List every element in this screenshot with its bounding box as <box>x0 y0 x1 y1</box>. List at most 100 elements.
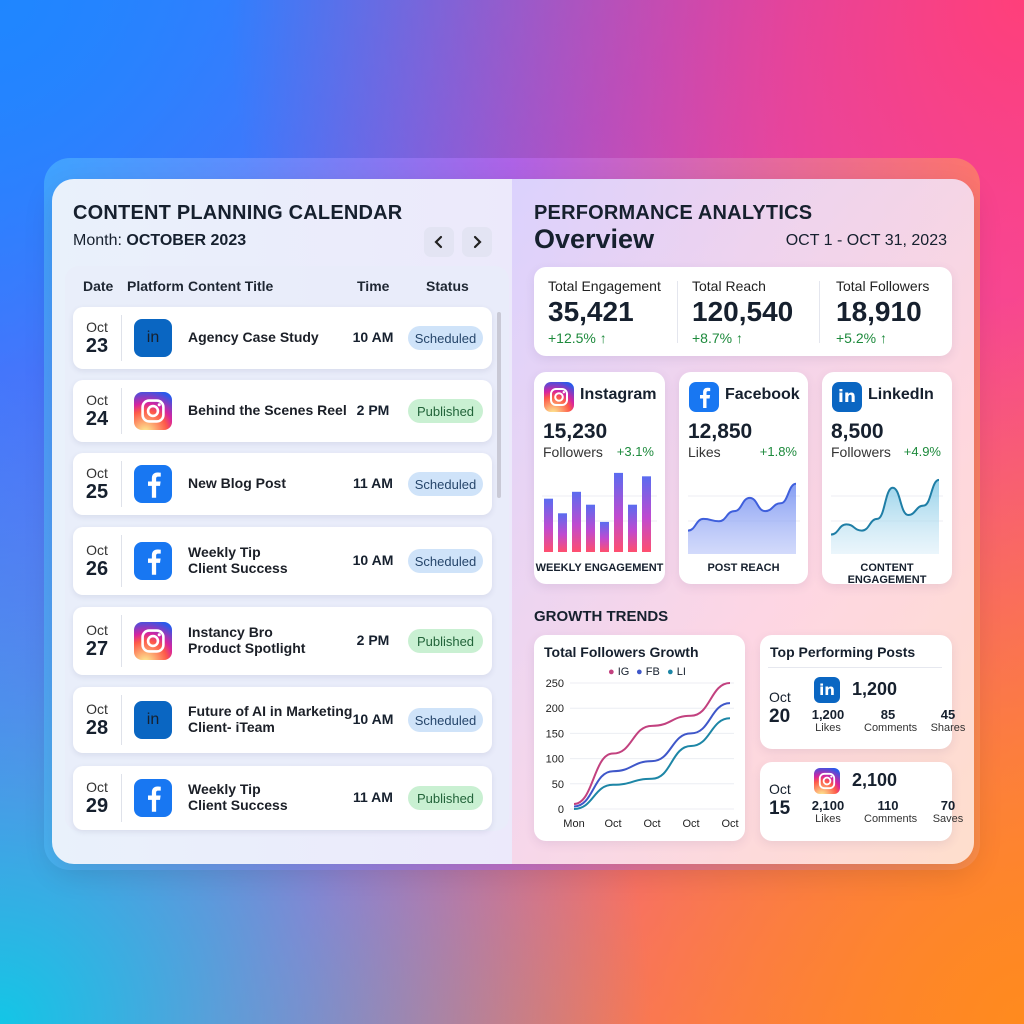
row-day: 24 <box>85 408 109 430</box>
kpi-reach-value: 120,540 <box>692 296 794 327</box>
top-post-card-1[interactable]: Top Performing Posts Oct 20 in 1,200 1,2… <box>760 635 965 749</box>
x-tick-label: Oct <box>643 818 660 830</box>
y-tick-label: 50 <box>552 779 564 791</box>
post-stat-label: Comments <box>864 722 918 734</box>
y-tick-label: 200 <box>546 703 564 715</box>
facebook-icon <box>134 779 172 817</box>
status-badge[interactable]: Scheduled <box>408 472 483 496</box>
legend-li: ● LI <box>667 666 686 678</box>
divider <box>768 667 942 668</box>
linkedin-change: +4.9% <box>903 444 941 459</box>
y-tick-label: 100 <box>546 754 564 766</box>
next-month-button[interactable] <box>462 227 492 257</box>
linkedin-stats-card[interactable]: in LinkedIn 8,500 Followers +4.9% CONTEN… <box>822 372 952 586</box>
post-stat-value: 85 <box>880 707 896 722</box>
row-content-title: New Blog Post <box>188 475 286 491</box>
calendar-scrollbar[interactable] <box>497 312 501 498</box>
row-title-line1: Instancy Bro <box>188 624 273 640</box>
row-month: Oct <box>86 622 108 638</box>
kpi-reach-change: +8.7% ↑ <box>692 330 743 346</box>
facebook-stats-card[interactable]: Facebook 12,850 Likes +1.8% POST REACH <box>679 372 808 584</box>
analytics-subtitle: Overview <box>534 224 655 254</box>
followers-growth-chart: 0 50 100 150 200 250 Mon Oct Oct Oct Oct <box>546 678 739 830</box>
calendar-row[interactable]: Oct 27 Instancy Bro Product Spotlight 2 PM Pu… <box>73 607 492 675</box>
row-day: 27 <box>85 638 109 660</box>
row-content-title: Agency Case Study <box>188 329 319 345</box>
trend-line <box>688 482 797 532</box>
engagement-bar <box>614 472 623 552</box>
engagement-bar <box>642 476 651 552</box>
top-post-1-month: Oct <box>769 689 791 705</box>
post-stat-label: Likes <box>815 722 841 734</box>
row-day: 28 <box>85 717 109 739</box>
status-badge[interactable]: Scheduled <box>408 326 483 350</box>
post-stat: 2,100 Likes <box>804 798 852 825</box>
month-indicator: Month: OCTOBER 2023 <box>73 232 246 250</box>
calendar-row[interactable]: Oct 24 Behind the Scenes Reel 2 PM Published <box>73 380 492 442</box>
post-stat-value: 110 <box>877 798 899 813</box>
row-month: Oct <box>86 392 108 408</box>
status-badge[interactable]: Scheduled <box>408 708 483 732</box>
row-month: Oct <box>86 779 108 795</box>
calendar-row[interactable]: Oct 29 Weekly Tip Client Success 11 AM Publis… <box>73 766 492 830</box>
content-calendar-section: CONTENT PLANNING CALENDAR Month: OCTOBER… <box>52 179 512 864</box>
row-day: 29 <box>85 795 109 817</box>
engagement-bar <box>544 498 553 552</box>
row-day: 26 <box>85 558 109 580</box>
instagram-change: +3.1% <box>616 444 654 459</box>
prev-month-button[interactable] <box>424 227 454 257</box>
row-time: 11 AM <box>353 789 393 805</box>
calendar-row[interactable]: Oct 28 in Future of AI in Marketing Client- … <box>73 687 492 753</box>
status-badge[interactable]: Published <box>408 629 483 653</box>
linkedin-icon: in <box>134 319 172 357</box>
calendar-row[interactable]: Oct 23 in Agency Case Study 10 AM Scheduled <box>73 307 492 369</box>
facebook-change: +1.8% <box>759 444 797 459</box>
followers-growth-card: Total Followers Growth ● IG ● FB ● LI 0 5… <box>534 635 745 841</box>
series-line-fb <box>573 702 731 808</box>
growth-trends-heading: GROWTH TRENDS <box>534 608 669 625</box>
row-time: 11 AM <box>353 475 393 491</box>
row-time: 10 AM <box>352 552 394 568</box>
facebook-icon <box>689 382 719 412</box>
row-time: 2 PM <box>356 632 390 648</box>
status-badge[interactable]: Published <box>408 786 483 810</box>
kpi-engagement-label: Total Engagement <box>548 278 661 294</box>
row-title-line1: New Blog Post <box>188 475 287 491</box>
status-badge[interactable]: Published <box>408 399 483 423</box>
post-stat: 1,200 Likes <box>804 707 852 734</box>
post-stat-label: Comments <box>864 813 918 825</box>
facebook-name: Facebook <box>725 386 800 403</box>
row-title-line1: Weekly Tip <box>188 544 261 560</box>
date-range: OCT 1 - OCT 31, 2023 <box>785 232 947 249</box>
column-header-platform: Platform <box>127 278 184 294</box>
legend-ig-label: IG <box>617 666 630 678</box>
column-header-content-title: Content Title <box>188 278 274 294</box>
linkedin-icon: in <box>134 701 172 739</box>
post-stat-value: 2,100 <box>811 798 845 813</box>
calendar-row[interactable]: Oct 25 New Blog Post 11 AM Scheduled <box>73 453 492 515</box>
calendar-row[interactable]: Oct 26 Weekly Tip Client Success 10 AM Schedu… <box>73 527 492 595</box>
row-month: Oct <box>86 542 108 558</box>
row-title-line1: Future of AI in Marketing <box>188 703 353 719</box>
post-stat-label: Shares <box>930 722 966 734</box>
instagram-icon <box>544 382 574 412</box>
row-divider <box>121 461 122 507</box>
x-tick-label: Oct <box>604 818 621 830</box>
column-header-status: Status <box>426 278 469 294</box>
top-post-card-2[interactable]: Oct 15 2,100 2,100 Likes 110 Comments 70 Save… <box>760 762 963 841</box>
y-tick-label: 250 <box>546 678 564 690</box>
row-title-line1: Agency Case Study <box>188 329 319 345</box>
status-badge[interactable]: Scheduled <box>408 549 483 573</box>
instagram-name: Instagram <box>580 386 657 403</box>
row-month: Oct <box>86 319 108 335</box>
row-month: Oct <box>86 701 108 717</box>
series-line-li <box>573 717 731 810</box>
series-line-ig <box>573 682 731 805</box>
instagram-stats-card[interactable]: Instagram 15,230 Followers +3.1% WEEKLY … <box>534 372 665 584</box>
row-time: 10 AM <box>352 711 394 727</box>
kpi-engagement-value: 35,421 <box>548 296 634 327</box>
instagram-icon <box>134 392 172 430</box>
linkedin-icon: in <box>832 382 862 412</box>
row-content-title: Instancy Bro Product Spotlight <box>188 624 305 656</box>
facebook-icon <box>134 542 172 580</box>
